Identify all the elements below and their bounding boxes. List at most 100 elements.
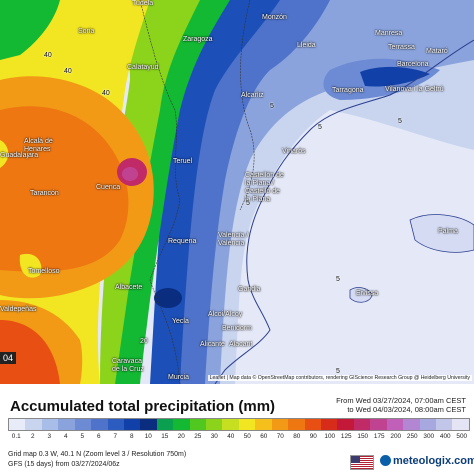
color-swatch bbox=[91, 419, 108, 430]
color-swatch bbox=[452, 419, 469, 430]
us-flag-icon[interactable] bbox=[350, 455, 374, 470]
city-label: Barcelona bbox=[397, 61, 429, 68]
color-swatch bbox=[238, 419, 256, 430]
globe-icon bbox=[380, 455, 391, 466]
map-canvas bbox=[0, 0, 474, 384]
color-swatch bbox=[435, 419, 453, 430]
color-swatch bbox=[74, 419, 92, 430]
city-label: Guadalajara bbox=[0, 152, 39, 159]
contour-label: 5 bbox=[318, 124, 322, 131]
city-label: Murcia bbox=[168, 374, 190, 381]
scale-tick-label: 7 bbox=[113, 433, 118, 440]
color-swatch bbox=[403, 419, 420, 430]
city-label: Mataró bbox=[426, 48, 448, 55]
scale-tick-label: 250 bbox=[406, 433, 418, 440]
scale-tick-label: 175 bbox=[373, 433, 385, 440]
date-range: From Wed 03/27/2024, 07:00am CEST to Wed… bbox=[336, 396, 466, 414]
contour-label: 5 bbox=[246, 200, 250, 207]
grid-info: Grid map 0.3 W, 40.1 N (Zoom level 3 / R… bbox=[8, 451, 187, 458]
color-swatch bbox=[123, 419, 141, 430]
legend-title: Accumulated total precipitation (mm) bbox=[10, 398, 276, 415]
color-swatch bbox=[58, 419, 75, 430]
scale-tick-label: 200 bbox=[390, 433, 402, 440]
color-swatch bbox=[25, 419, 42, 430]
contour-label: 5 bbox=[398, 118, 402, 125]
color-swatch bbox=[386, 419, 404, 430]
color-swatch bbox=[9, 419, 26, 430]
color-swatch bbox=[304, 419, 322, 430]
city-label: Zaragoza bbox=[183, 36, 213, 43]
date-to: to Wed 04/03/2024, 08:00am CEST bbox=[347, 405, 466, 414]
scale-tick-label: 8 bbox=[129, 433, 134, 440]
city-label: Alacant bbox=[229, 341, 253, 348]
scale-tick-label: 80 bbox=[293, 433, 301, 440]
scale-tick-label: 30 bbox=[210, 433, 218, 440]
model-info: GFS (15 days) from 03/27/2024/06z bbox=[8, 461, 120, 468]
city-label: Cuenca bbox=[96, 184, 121, 191]
color-swatch bbox=[288, 419, 305, 430]
scale-tick-label: 50 bbox=[243, 433, 251, 440]
city-label: Alcalá de Henares bbox=[24, 138, 53, 153]
scale-tick-label: 60 bbox=[260, 433, 268, 440]
color-swatch bbox=[419, 419, 436, 430]
color-swatch bbox=[140, 419, 157, 430]
contour-label: 40 bbox=[64, 68, 72, 75]
color-swatch bbox=[370, 419, 387, 430]
color-swatch bbox=[156, 419, 174, 430]
city-label: Monzón bbox=[262, 14, 287, 21]
logo-text: meteologix.com bbox=[393, 455, 474, 467]
scale-tick-label: 40 bbox=[227, 433, 235, 440]
city-label: Palma bbox=[438, 228, 458, 235]
color-scale-ticks: 0.1 2 3 4 5 6 7 8 10 15 20 25 30 40 50 60 70 80 90 100 125 15… bbox=[8, 433, 470, 440]
city-label: Teruel bbox=[173, 158, 193, 165]
city-label: Valdepeñas bbox=[0, 306, 37, 313]
city-label: Tarragona bbox=[332, 87, 364, 94]
city-label: Albacete bbox=[115, 284, 143, 291]
city-label: Lleida bbox=[297, 42, 316, 49]
color-swatch bbox=[353, 419, 371, 430]
contour-label: 5 bbox=[270, 103, 274, 110]
city-label: Requena bbox=[168, 238, 197, 245]
scale-tick-label: 25 bbox=[194, 433, 202, 440]
contour-label: 5 bbox=[336, 368, 340, 375]
contour-label: 20 bbox=[140, 338, 148, 345]
color-swatch bbox=[337, 419, 354, 430]
city-label: Alcoi/Alcoy bbox=[208, 311, 243, 318]
city-label: Terrassa bbox=[388, 44, 415, 51]
city-label: Vinaròs bbox=[282, 148, 306, 155]
city-label: Eivissa bbox=[356, 290, 379, 297]
scale-tick-label: 6 bbox=[96, 433, 101, 440]
city-label: Alicante bbox=[200, 341, 225, 348]
color-scale bbox=[8, 418, 470, 431]
color-swatch bbox=[206, 419, 223, 430]
city-label: Manresa bbox=[375, 30, 403, 37]
city-label: Tarancón bbox=[30, 190, 59, 197]
scale-tick-label: 15 bbox=[161, 433, 169, 440]
scale-tick-label: 125 bbox=[340, 433, 352, 440]
scale-tick-label: 10 bbox=[144, 433, 152, 440]
color-swatch bbox=[321, 419, 338, 430]
meteologix-logo[interactable]: meteologix.com bbox=[380, 455, 474, 467]
precipitation-map[interactable]: Tudela Soria Zaragoza Monzón Lleida Manr… bbox=[0, 0, 474, 384]
color-swatch bbox=[173, 419, 190, 430]
color-swatch bbox=[222, 419, 239, 430]
run-badge: 04 bbox=[0, 352, 17, 364]
scale-tick-label: 90 bbox=[309, 433, 317, 440]
contour-label: 40 bbox=[44, 52, 52, 59]
scale-tick-label: 3 bbox=[47, 433, 52, 440]
city-label: Gandia bbox=[238, 286, 261, 293]
scale-tick-label: 500 bbox=[456, 433, 468, 440]
city-label: Castellón de la Plana / Castelló de la P… bbox=[245, 172, 284, 203]
date-from: From Wed 03/27/2024, 07:00am CEST bbox=[336, 396, 466, 405]
color-swatch bbox=[255, 419, 272, 430]
color-swatch bbox=[271, 419, 289, 430]
city-label: Benidorm bbox=[222, 325, 252, 332]
scale-tick-label: 5 bbox=[80, 433, 85, 440]
map-attribution[interactable]: Leaflet | Map data © OpenStreetMap contr… bbox=[207, 375, 472, 381]
scale-tick-label: 150 bbox=[357, 433, 369, 440]
color-swatch bbox=[189, 419, 207, 430]
city-label: Yecla bbox=[172, 318, 189, 325]
contour-label: 40 bbox=[102, 90, 110, 97]
scale-tick-label: 2 bbox=[30, 433, 35, 440]
scale-tick-label: 0.1 bbox=[11, 433, 21, 440]
